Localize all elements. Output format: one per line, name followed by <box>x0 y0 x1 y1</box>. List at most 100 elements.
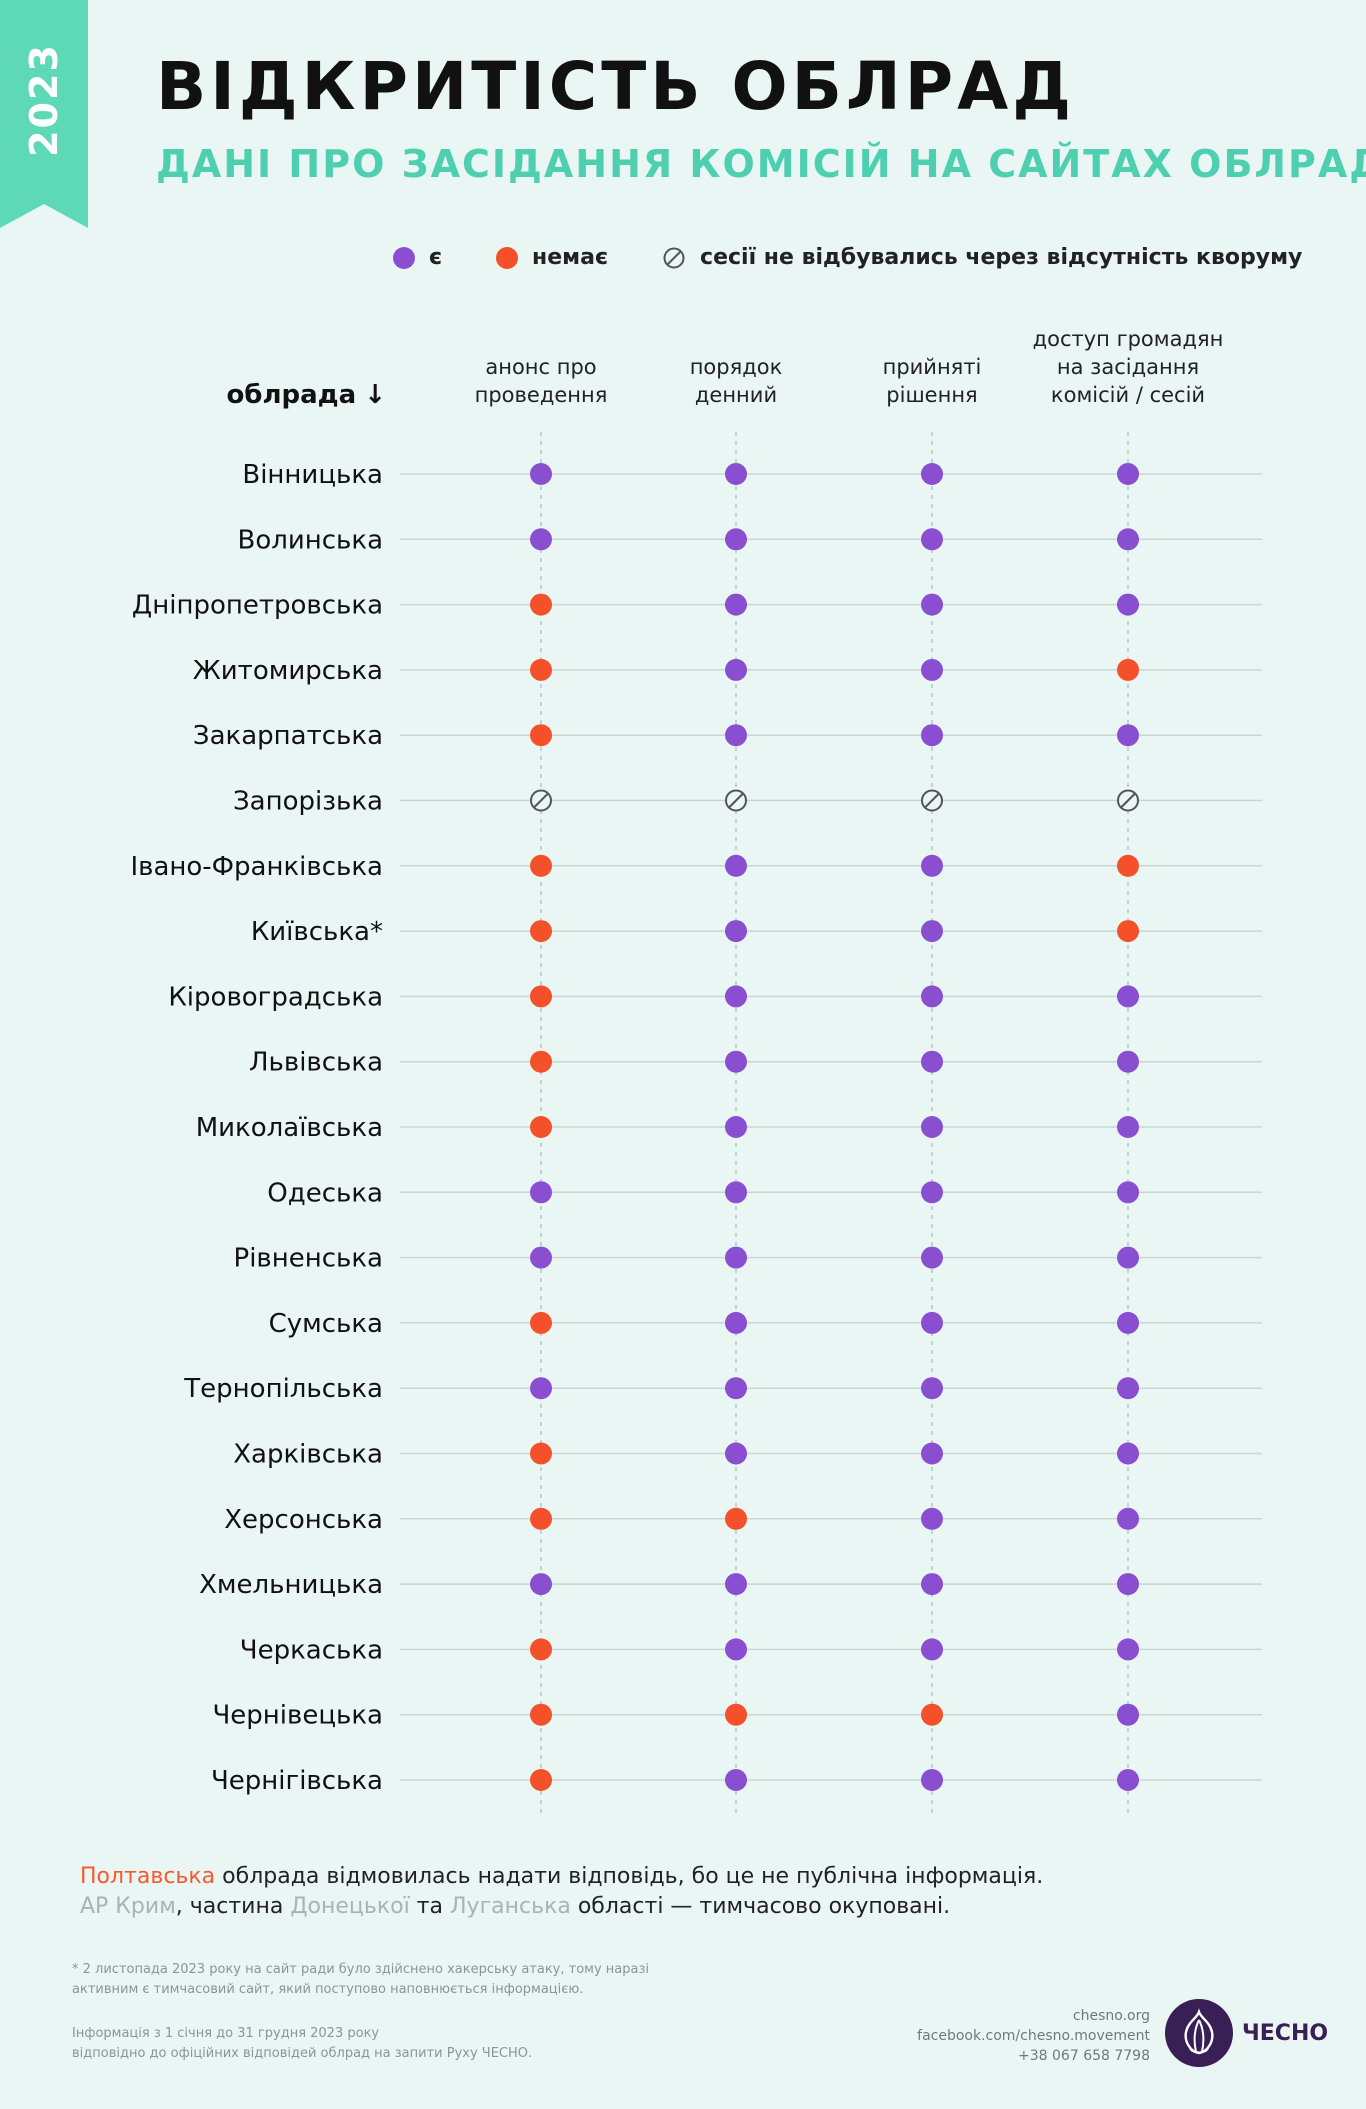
yes-dot <box>1117 1311 1139 1334</box>
no-dot <box>1117 854 1139 877</box>
yes-dot <box>921 920 943 943</box>
legend-label-na: сесії не відбувались через відсутність к… <box>700 245 1303 270</box>
arrow-down-icon: ↓ <box>364 380 386 410</box>
yes-dot <box>921 463 943 485</box>
notes-block: Полтавська облрада відмовилась надати ві… <box>80 1862 1043 1922</box>
yes-dot <box>530 1573 552 1596</box>
column-header-agenda: порядок денний <box>636 353 836 409</box>
table-row: Житомирська <box>193 656 1262 686</box>
yes-dot <box>725 593 747 616</box>
footnote: * 2 листопада 2023 року на сайт ради бул… <box>72 1962 650 1997</box>
column-header-line: рішення <box>886 383 978 407</box>
no-dot <box>530 1703 552 1726</box>
contact-site[interactable]: chesno.org <box>1072 2008 1150 2024</box>
yes-dot <box>921 658 943 681</box>
yes-dot <box>921 1377 943 1400</box>
yes-dot <box>725 1573 747 1596</box>
region-label: Хмельницька <box>199 1570 383 1600</box>
region-label: Київська* <box>251 917 383 947</box>
no-quorum-mark <box>921 789 943 812</box>
table-row: Кіровоградська <box>168 982 1262 1012</box>
note-poltava: Полтавська <box>80 1864 216 1889</box>
yes-dot <box>1117 593 1139 616</box>
yes-dot <box>725 463 747 485</box>
yes-dot <box>921 1116 943 1138</box>
region-label: Тернопільська <box>183 1374 383 1404</box>
note-text: області — тимчасово окуповані. <box>570 1894 951 1919</box>
yes-dot <box>725 920 747 943</box>
table-row: Тернопільська <box>183 1374 1262 1404</box>
legend-item-no: немає <box>496 245 608 270</box>
yes-dot <box>530 528 552 551</box>
column-header-line: прийняті <box>882 355 982 379</box>
row-header-text: облрада <box>226 380 357 410</box>
yes-dot <box>725 724 747 747</box>
region-label: Дніпропетровська <box>132 591 383 621</box>
region-label: Івано-Франківська <box>130 852 383 882</box>
yes-dot <box>921 1573 943 1596</box>
purple-dot-icon <box>393 246 415 269</box>
table-row: Черкаська <box>240 1635 1262 1665</box>
yes-dot <box>725 1246 747 1269</box>
yes-dot <box>1117 1769 1139 1791</box>
no-dot <box>530 1050 552 1073</box>
table-row: Хмельницька <box>199 1570 1262 1600</box>
garlic-logo-icon <box>1165 1999 1233 2067</box>
table-row: Чернівецька <box>212 1701 1262 1731</box>
source-info: Інформація з 1 січня до 31 грудня 2023 р… <box>72 2024 712 2064</box>
yes-dot <box>725 1050 747 1073</box>
yes-dot <box>725 1769 747 1791</box>
chesno-logo: ЧЕСНО <box>1164 1998 1328 2068</box>
region-label: Чернівецька <box>212 1701 383 1731</box>
yes-dot <box>725 1638 747 1661</box>
table-row: Чернігівська <box>211 1766 1262 1796</box>
yes-dot <box>725 1181 747 1204</box>
no-dot <box>530 985 552 1008</box>
no-dot <box>1117 920 1139 943</box>
yes-dot <box>921 724 943 747</box>
yes-dot <box>725 1377 747 1400</box>
no-quorum-mark <box>725 789 747 812</box>
no-quorum-icon <box>663 247 685 268</box>
yes-dot <box>921 593 943 616</box>
note-luhansk: Луганська <box>450 1894 571 1919</box>
yes-dot <box>1117 1050 1139 1073</box>
source-line: Інформація з 1 січня до 31 грудня 2023 р… <box>72 2026 380 2041</box>
no-dot <box>530 1769 552 1791</box>
no-dot <box>725 1507 747 1530</box>
contact-facebook[interactable]: facebook.com/chesno.movement <box>917 2028 1150 2044</box>
no-quorum-mark <box>1117 789 1139 812</box>
yes-dot <box>921 1246 943 1269</box>
table-row: Миколаївська <box>196 1113 1262 1143</box>
region-label: Черкаська <box>240 1635 383 1665</box>
table-row: Закарпатська <box>193 721 1262 751</box>
yes-dot <box>725 985 747 1008</box>
table-row: Дніпропетровська <box>132 591 1262 621</box>
yes-dot <box>1117 1116 1139 1138</box>
yes-dot <box>1117 528 1139 551</box>
no-dot <box>921 1703 943 1726</box>
yes-dot <box>1117 985 1139 1008</box>
yes-dot <box>530 1181 552 1204</box>
row-header-label: облрада ↓ <box>200 380 386 410</box>
region-label: Сумська <box>269 1309 383 1339</box>
column-header-line: комісій / сесій <box>1050 383 1206 407</box>
contacts: chesno.org facebook.com/chesno.movement … <box>917 2006 1150 2066</box>
no-dot <box>1117 658 1139 681</box>
column-header-line: денний <box>694 383 778 407</box>
table-row: Херсонська <box>224 1505 1262 1535</box>
no-dot <box>530 854 552 877</box>
yes-dot <box>1117 1573 1139 1596</box>
no-dot <box>530 1442 552 1465</box>
region-label: Харківська <box>233 1440 383 1470</box>
region-label: Закарпатська <box>193 721 383 751</box>
no-quorum-mark <box>530 789 552 812</box>
yes-dot <box>530 1377 552 1400</box>
legend-label-yes: є <box>429 245 443 270</box>
table-row: Львівська <box>249 1048 1262 1078</box>
yes-dot <box>725 854 747 877</box>
region-label: Миколаївська <box>196 1113 383 1143</box>
table-row: Івано-Франківська <box>130 852 1262 882</box>
note-text: та <box>409 1894 451 1919</box>
column-header-line: на засідання <box>1056 355 1200 379</box>
